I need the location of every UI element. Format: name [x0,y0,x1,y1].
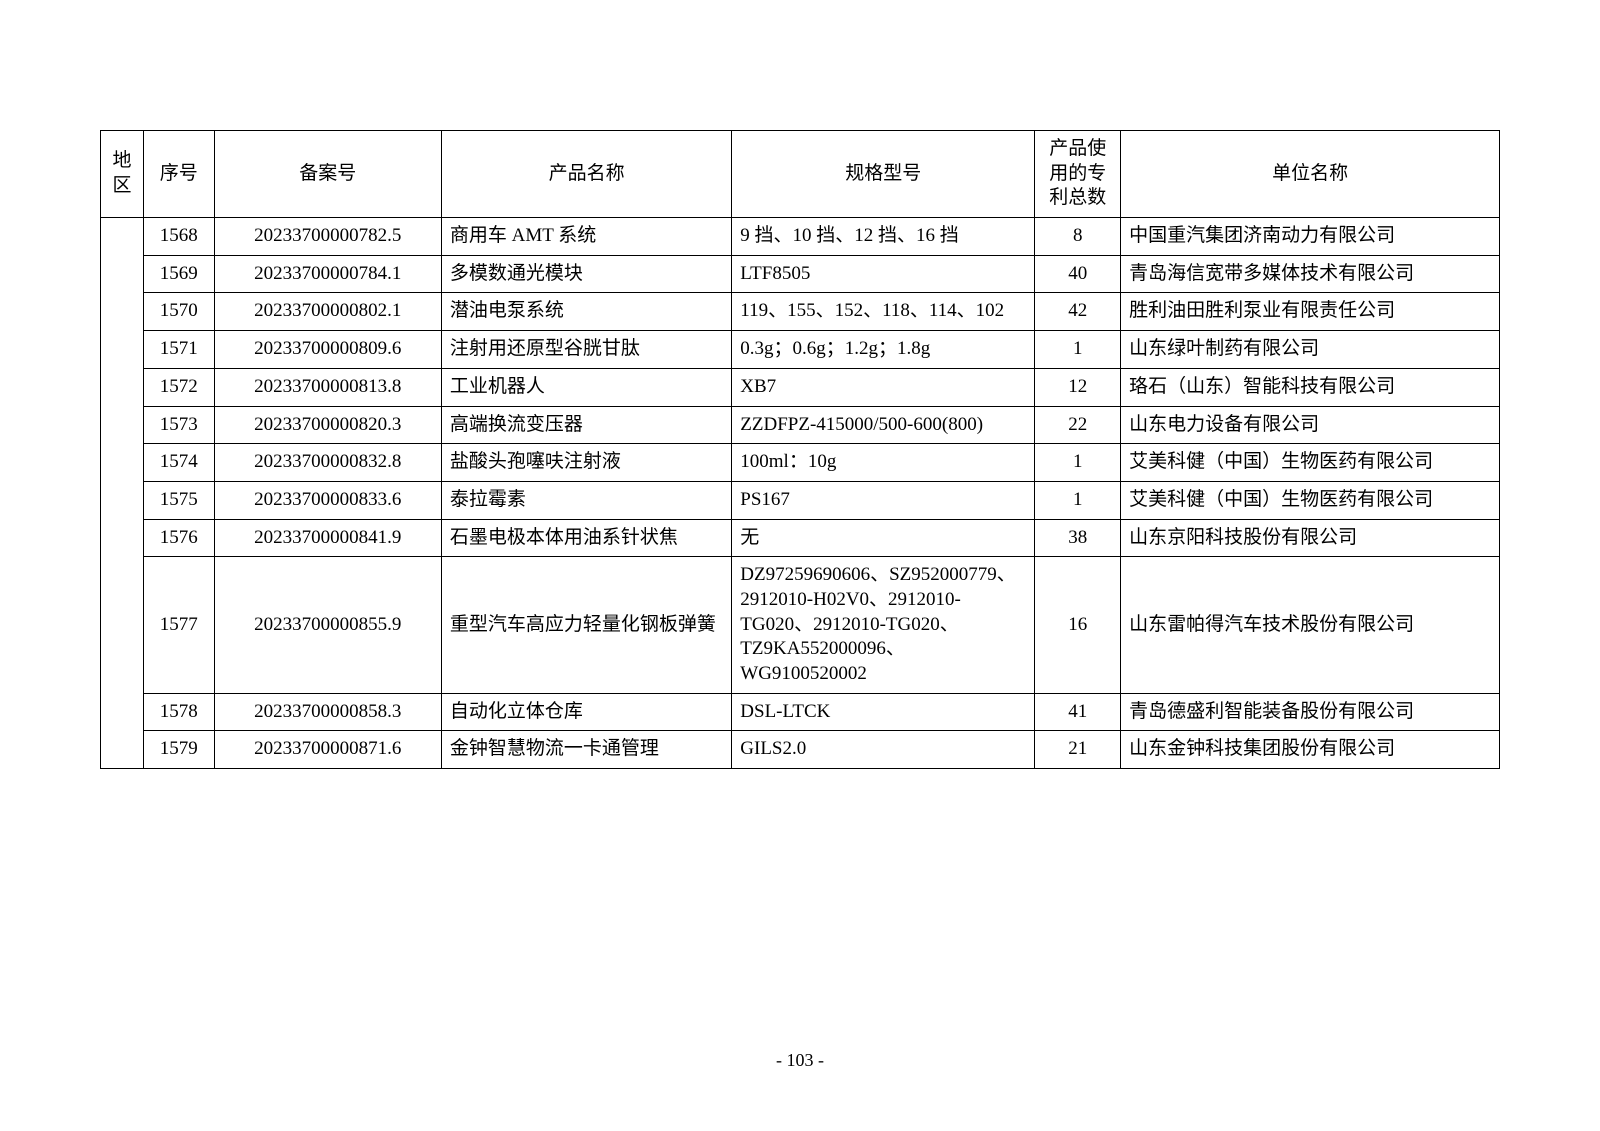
table-header-row: 地区 序号 备案号 产品名称 规格型号 产品使用的专利总数 单位名称 [101,131,1500,218]
cell-spec: 100ml：10g [732,444,1035,482]
table-row: 157320233700000820.3高端换流变压器ZZDFPZ-415000… [101,406,1500,444]
table-row: 156820233700000782.5商用车 AMT 系统9 挡、10 挡、1… [101,218,1500,256]
page-number: - 103 - [0,1050,1600,1071]
data-table: 地区 序号 备案号 产品名称 规格型号 产品使用的专利总数 单位名称 15682… [100,130,1500,769]
header-region: 地区 [101,131,144,218]
cell-seq: 1574 [143,444,214,482]
cell-company: 胜利油田胜利泵业有限责任公司 [1121,293,1500,331]
cell-patent: 16 [1035,557,1121,693]
cell-patent: 12 [1035,368,1121,406]
cell-seq: 1570 [143,293,214,331]
cell-company: 中国重汽集团济南动力有限公司 [1121,218,1500,256]
cell-record: 20233700000809.6 [214,331,441,369]
cell-patent: 1 [1035,444,1121,482]
table-row: 157820233700000858.3自动化立体仓库DSL-LTCK41青岛德… [101,693,1500,731]
cell-patent: 8 [1035,218,1121,256]
cell-product: 多模数通光模块 [441,255,731,293]
cell-record: 20233700000802.1 [214,293,441,331]
cell-seq: 1576 [143,519,214,557]
cell-seq: 1569 [143,255,214,293]
cell-company: 山东京阳科技股份有限公司 [1121,519,1500,557]
cell-company: 青岛海信宽带多媒体技术有限公司 [1121,255,1500,293]
cell-product: 工业机器人 [441,368,731,406]
cell-record: 20233700000784.1 [214,255,441,293]
table-row: 157920233700000871.6金钟智慧物流一卡通管理GILS2.021… [101,731,1500,769]
cell-seq: 1579 [143,731,214,769]
cell-product: 石墨电极本体用油系针状焦 [441,519,731,557]
cell-company: 艾美科健（中国）生物医药有限公司 [1121,481,1500,519]
table-row: 156920233700000784.1多模数通光模块LTF850540青岛海信… [101,255,1500,293]
cell-spec: 0.3g；0.6g；1.2g；1.8g [732,331,1035,369]
cell-spec: XB7 [732,368,1035,406]
cell-patent: 1 [1035,331,1121,369]
cell-company: 山东金钟科技集团股份有限公司 [1121,731,1500,769]
cell-seq: 1568 [143,218,214,256]
cell-company: 山东雷帕得汽车技术股份有限公司 [1121,557,1500,693]
header-record: 备案号 [214,131,441,218]
cell-product: 重型汽车高应力轻量化钢板弹簧 [441,557,731,693]
cell-record: 20233700000782.5 [214,218,441,256]
cell-record: 20233700000820.3 [214,406,441,444]
cell-spec: PS167 [732,481,1035,519]
cell-patent: 40 [1035,255,1121,293]
cell-spec: GILS2.0 [732,731,1035,769]
cell-spec: 无 [732,519,1035,557]
cell-record: 20233700000858.3 [214,693,441,731]
cell-spec: 119、155、152、118、114、102 [732,293,1035,331]
cell-product: 自动化立体仓库 [441,693,731,731]
cell-seq: 1572 [143,368,214,406]
cell-product: 盐酸头孢噻呋注射液 [441,444,731,482]
cell-spec: 9 挡、10 挡、12 挡、16 挡 [732,218,1035,256]
region-cell [101,218,144,769]
header-company: 单位名称 [1121,131,1500,218]
cell-spec: LTF8505 [732,255,1035,293]
cell-patent: 42 [1035,293,1121,331]
table-row: 157720233700000855.9重型汽车高应力轻量化钢板弹簧DZ9725… [101,557,1500,693]
cell-spec: DZ97259690606、SZ952000779、2912010-H02V0、… [732,557,1035,693]
header-patent: 产品使用的专利总数 [1035,131,1121,218]
cell-company: 青岛德盛利智能装备股份有限公司 [1121,693,1500,731]
cell-patent: 1 [1035,481,1121,519]
cell-patent: 38 [1035,519,1121,557]
table-row: 157120233700000809.6注射用还原型谷胱甘肽0.3g；0.6g；… [101,331,1500,369]
cell-company: 山东电力设备有限公司 [1121,406,1500,444]
cell-record: 20233700000832.8 [214,444,441,482]
cell-product: 泰拉霉素 [441,481,731,519]
cell-record: 20233700000871.6 [214,731,441,769]
cell-company: 艾美科健（中国）生物医药有限公司 [1121,444,1500,482]
cell-patent: 22 [1035,406,1121,444]
cell-product: 商用车 AMT 系统 [441,218,731,256]
cell-patent: 21 [1035,731,1121,769]
table-row: 157520233700000833.6泰拉霉素PS1671艾美科健（中国）生物… [101,481,1500,519]
cell-record: 20233700000855.9 [214,557,441,693]
cell-product: 潜油电泵系统 [441,293,731,331]
cell-seq: 1578 [143,693,214,731]
table-row: 157220233700000813.8工业机器人XB712珞石（山东）智能科技… [101,368,1500,406]
cell-record: 20233700000833.6 [214,481,441,519]
cell-seq: 1575 [143,481,214,519]
cell-company: 山东绿叶制药有限公司 [1121,331,1500,369]
table-row: 157020233700000802.1潜油电泵系统119、155、152、11… [101,293,1500,331]
header-product: 产品名称 [441,131,731,218]
cell-product: 注射用还原型谷胱甘肽 [441,331,731,369]
header-seq: 序号 [143,131,214,218]
cell-spec: DSL-LTCK [732,693,1035,731]
cell-record: 20233700000813.8 [214,368,441,406]
cell-company: 珞石（山东）智能科技有限公司 [1121,368,1500,406]
table-row: 157420233700000832.8盐酸头孢噻呋注射液100ml：10g1艾… [101,444,1500,482]
table-row: 157620233700000841.9石墨电极本体用油系针状焦无38山东京阳科… [101,519,1500,557]
cell-patent: 41 [1035,693,1121,731]
cell-spec: ZZDFPZ-415000/500-600(800) [732,406,1035,444]
cell-seq: 1571 [143,331,214,369]
cell-product: 高端换流变压器 [441,406,731,444]
cell-product: 金钟智慧物流一卡通管理 [441,731,731,769]
header-spec: 规格型号 [732,131,1035,218]
cell-seq: 1573 [143,406,214,444]
cell-seq: 1577 [143,557,214,693]
cell-record: 20233700000841.9 [214,519,441,557]
